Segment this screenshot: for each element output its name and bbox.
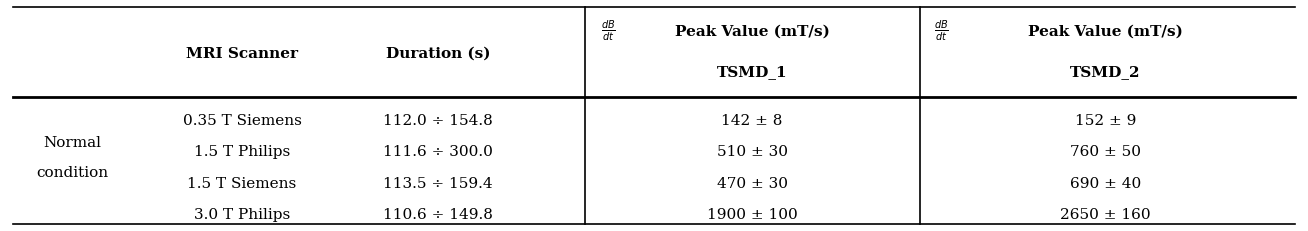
Text: 112.0 ÷ 154.8: 112.0 ÷ 154.8 [383,114,493,128]
Text: MRI Scanner: MRI Scanner [186,47,298,61]
Text: 142 ± 8: 142 ± 8 [722,114,782,128]
Text: 111.6 ÷ 300.0: 111.6 ÷ 300.0 [383,146,493,159]
Text: 760 ± 50: 760 ± 50 [1070,146,1141,159]
Text: 152 ± 9: 152 ± 9 [1075,114,1135,128]
Text: 1.5 T Philips: 1.5 T Philips [194,146,290,159]
Text: 113.5 ÷ 159.4: 113.5 ÷ 159.4 [383,177,493,191]
Text: Peak Value (mT/s): Peak Value (mT/s) [675,24,829,38]
Text: 1900 ± 100: 1900 ± 100 [706,208,798,222]
Text: TSMD_2: TSMD_2 [1070,65,1141,79]
Text: 1.5 T Siemens: 1.5 T Siemens [187,177,297,191]
Text: condition: condition [35,166,109,180]
Text: 110.6 ÷ 149.8: 110.6 ÷ 149.8 [383,208,493,222]
Text: $\frac{dB}{dt}$: $\frac{dB}{dt}$ [934,19,950,43]
Text: 3.0 T Philips: 3.0 T Philips [194,208,290,222]
Text: 0.35 T Siemens: 0.35 T Siemens [183,114,301,128]
Text: Normal: Normal [43,136,101,150]
Text: Peak Value (mT/s): Peak Value (mT/s) [1028,24,1182,38]
Text: 690 ± 40: 690 ± 40 [1070,177,1141,191]
Text: TSMD_1: TSMD_1 [717,65,787,79]
Text: 510 ± 30: 510 ± 30 [717,146,787,159]
Text: 470 ± 30: 470 ± 30 [717,177,787,191]
Text: 2650 ± 160: 2650 ± 160 [1059,208,1151,222]
Text: Duration (s): Duration (s) [386,47,490,61]
Text: $\frac{dB}{dt}$: $\frac{dB}{dt}$ [600,19,616,43]
